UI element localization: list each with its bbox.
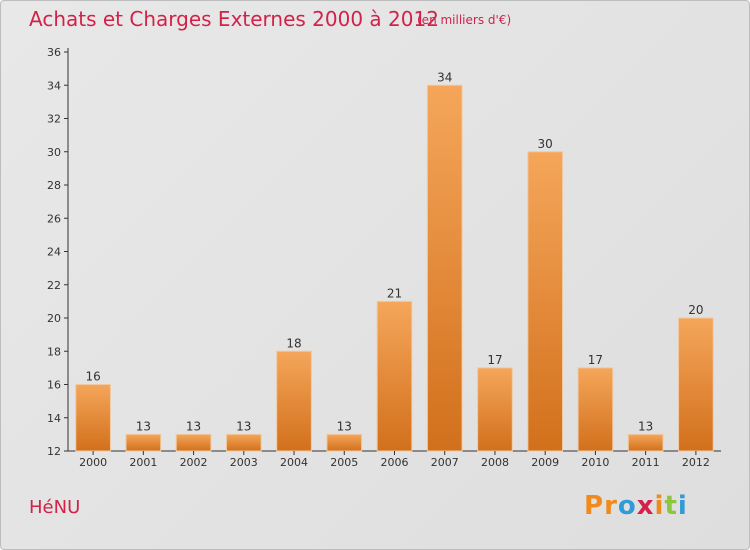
bar-value-label: 16 — [85, 370, 100, 384]
x-tick-label: 2010 — [581, 456, 609, 469]
bar — [75, 384, 111, 452]
x-tick-label: 2012 — [682, 456, 710, 469]
proxiti-logo: Proxiti — [584, 491, 688, 521]
logo-letter: o — [617, 491, 637, 521]
bar — [627, 433, 664, 452]
y-tick-label: 34 — [47, 79, 61, 92]
x-tick-label: 2011 — [632, 456, 660, 469]
bar-value-label: 34 — [437, 70, 452, 84]
bar-value-label: 18 — [286, 336, 301, 350]
x-tick-label: 2005 — [330, 456, 358, 469]
bar — [426, 84, 463, 452]
bar-value-label: 30 — [538, 137, 553, 151]
y-tick-label: 12 — [47, 445, 61, 458]
x-tick-label: 2006 — [381, 456, 409, 469]
bar — [527, 151, 564, 452]
y-tick-label: 18 — [47, 345, 61, 358]
x-tick-label: 2009 — [531, 456, 559, 469]
x-tick-label: 2007 — [431, 456, 459, 469]
place-name: HéNU — [29, 497, 81, 518]
logo-letter: t — [664, 491, 678, 521]
bar — [477, 367, 513, 452]
y-tick-label: 30 — [47, 146, 61, 159]
x-tick-label: 2002 — [180, 456, 208, 469]
bar — [577, 367, 614, 452]
bar-value-label: 17 — [588, 353, 603, 367]
bar-value-label: 13 — [337, 419, 352, 433]
bar-value-label: 13 — [136, 419, 151, 433]
y-tick-label: 14 — [47, 412, 61, 425]
bar — [225, 433, 262, 452]
bar-value-label: 13 — [236, 419, 251, 433]
bar — [678, 317, 714, 452]
y-tick-label: 28 — [47, 179, 61, 192]
bar — [326, 433, 363, 452]
y-tick-label: 36 — [47, 46, 61, 59]
bar-value-label: 17 — [487, 353, 502, 367]
chart-subtitle: (en milliers d'€) — [417, 13, 512, 27]
y-tick-label: 24 — [47, 246, 61, 259]
logo-letter: r — [604, 491, 618, 521]
y-tick-label: 22 — [47, 279, 61, 292]
bar — [276, 350, 312, 452]
y-tick-label: 32 — [47, 113, 61, 126]
x-tick-label: 2001 — [129, 456, 157, 469]
y-tick-label: 26 — [47, 212, 61, 225]
bar — [175, 433, 212, 452]
chart-title: Achats et Charges Externes 2000 à 2012 — [29, 7, 439, 31]
y-tick-label: 20 — [47, 312, 61, 325]
bar-value-label: 13 — [186, 419, 201, 433]
bar — [376, 300, 413, 452]
logo-letter: i — [677, 491, 688, 521]
bar-value-label: 20 — [688, 303, 703, 317]
y-tick-label: 16 — [47, 379, 61, 392]
logo-letter: P — [584, 491, 605, 521]
bar-value-label: 13 — [638, 419, 653, 433]
logo-letter: x — [636, 491, 655, 521]
bar-value-label: 21 — [387, 286, 402, 300]
x-tick-label: 2008 — [481, 456, 509, 469]
bar — [125, 433, 162, 452]
logo-letter: i — [654, 491, 665, 521]
x-tick-label: 2000 — [79, 456, 107, 469]
x-tick-label: 2004 — [280, 456, 308, 469]
x-tick-label: 2003 — [230, 456, 258, 469]
